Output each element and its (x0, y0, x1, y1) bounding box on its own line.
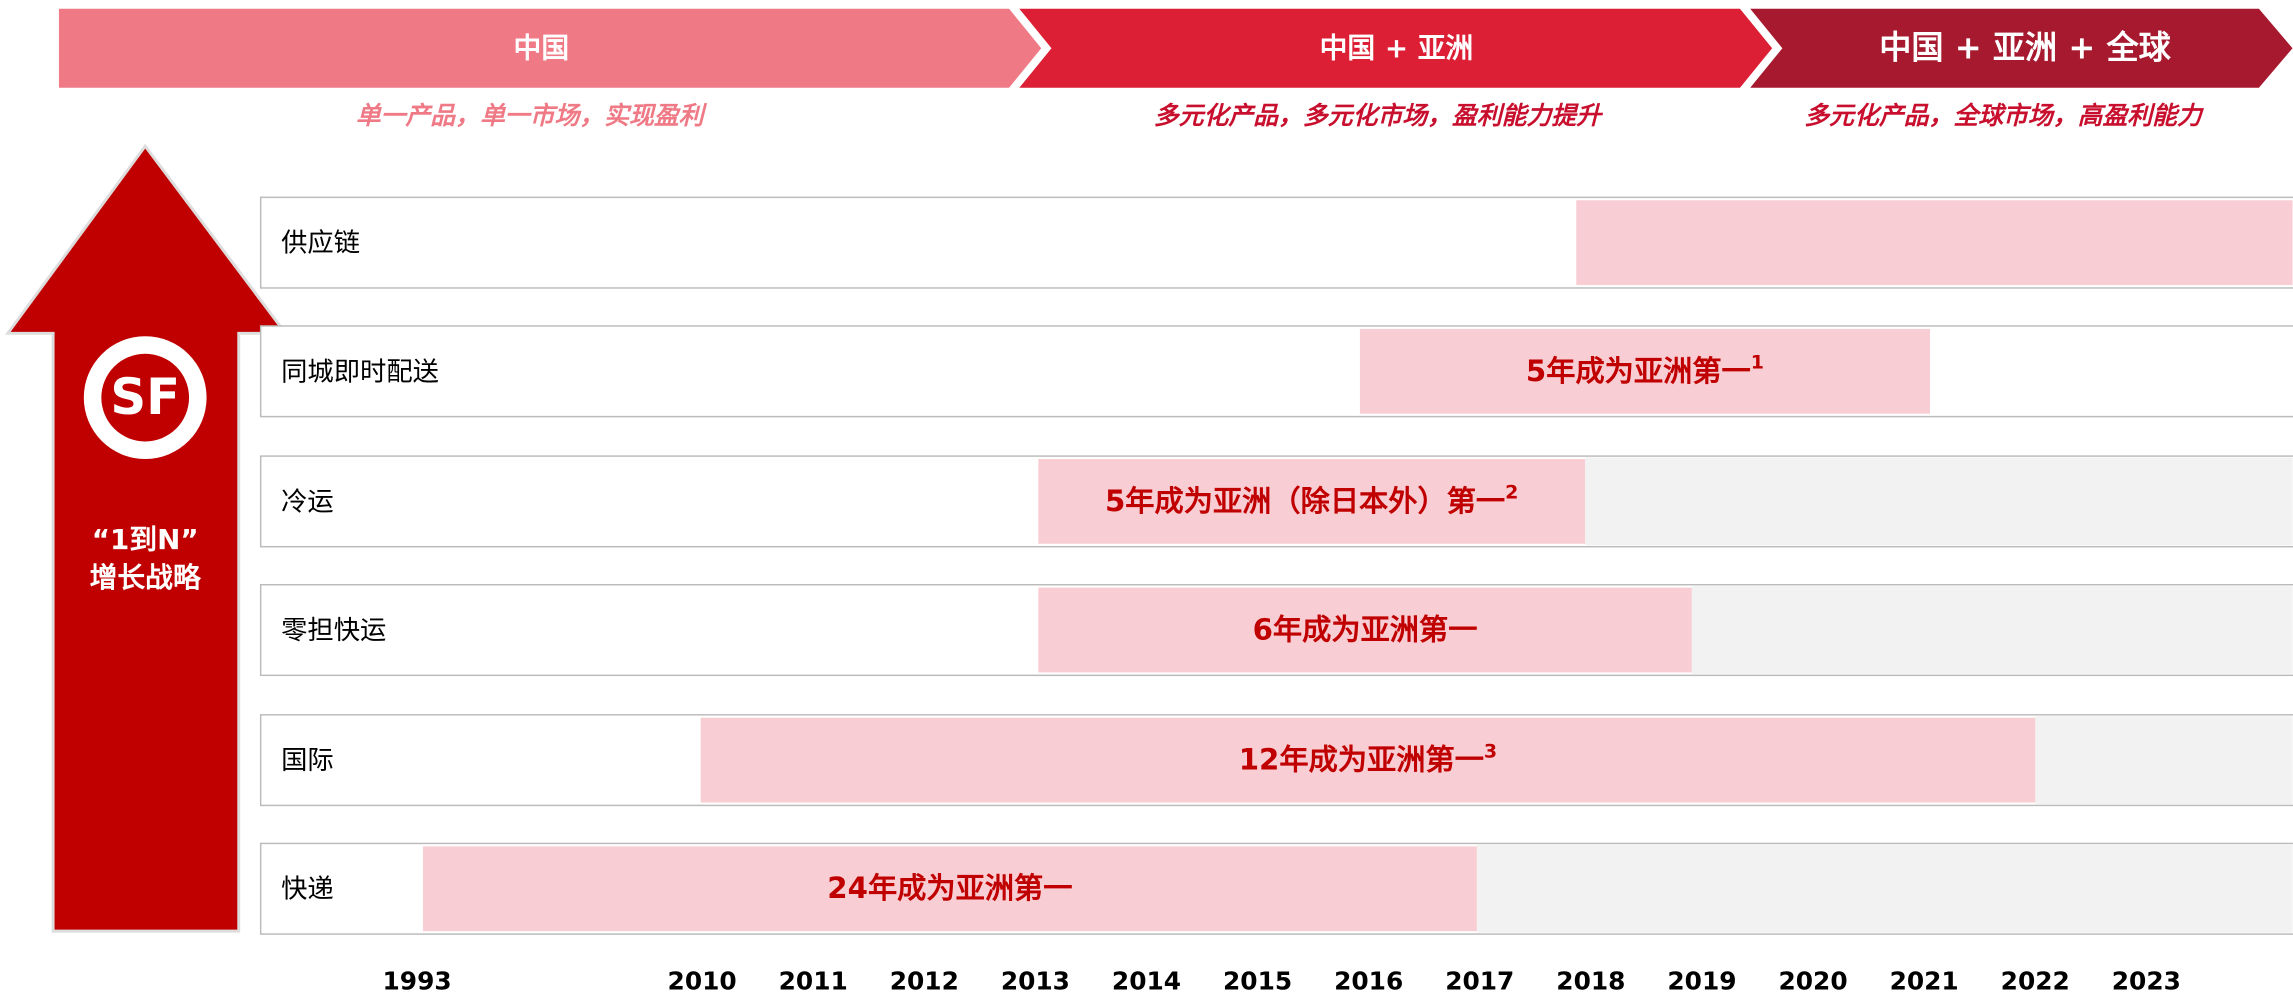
row-bar-label: 5年成为亚洲第一 (1526, 354, 1751, 388)
year-label: 2017 (1445, 966, 1514, 994)
footnote-ref: 2 (1505, 481, 1518, 503)
strategy-text: “1到N” (92, 523, 199, 556)
row-label: 冷运 (281, 487, 334, 517)
year-label: 2020 (1778, 966, 1847, 994)
row-label: 供应链 (281, 229, 360, 259)
row-box (259, 325, 2293, 418)
year-label: 2014 (1112, 966, 1181, 994)
row-bar-text: 6年成为亚洲第一 (1253, 612, 1478, 646)
year-label: 2012 (890, 966, 959, 994)
phase-title: 中国 + 亚洲 + 全球 (1879, 29, 2171, 67)
phase-band (1750, 8, 2293, 88)
year-label: 2011 (779, 966, 848, 994)
phase-subtitle: 多元化产品，全球市场，高盈利能力 (1804, 101, 2204, 130)
row-bar-text: 24年成为亚洲第一 (827, 871, 1072, 905)
row-bar (1359, 328, 1931, 414)
row-bar-label: 24年成为亚洲第一 (827, 871, 1072, 905)
strategy-text: 增长战略 (90, 561, 202, 594)
footnote-ref: 1 (1751, 351, 1764, 373)
phase-subtitle: 单一产品，单一市场，实现盈利 (356, 101, 708, 130)
row-bar (1038, 458, 1586, 544)
row-bar (1576, 200, 2293, 286)
year-label: 2022 (2001, 966, 2070, 994)
year-label: 2010 (668, 966, 737, 994)
row-tail (1691, 586, 2293, 674)
row-label: 零担快运 (281, 616, 386, 646)
row-bar-label: 12年成为亚洲第一 (1239, 743, 1484, 777)
year-label: 2021 (1890, 966, 1959, 994)
row-bar-text: 5年成为亚洲（除日本外）第一2 (1105, 481, 1518, 518)
row-bar-label: 6年成为亚洲第一 (1253, 612, 1478, 646)
row-label: 快递 (281, 875, 334, 905)
logo-text: SF (110, 368, 180, 426)
row-label: 国际 (281, 746, 334, 776)
footnote-ref: 3 (1484, 740, 1497, 762)
year-label: 2013 (1001, 966, 1070, 994)
row-bar-text: 12年成为亚洲第一3 (1239, 740, 1497, 777)
year-label: 2023 (2112, 966, 2181, 994)
row-bar-text: 5年成为亚洲第一1 (1526, 351, 1764, 388)
phase-title: 中国 + 亚洲 (1320, 32, 1474, 65)
row-bar (700, 717, 2036, 803)
row-label: 同城即时配送 (281, 357, 439, 387)
year-label: 2015 (1223, 966, 1292, 994)
logo (101, 353, 190, 442)
phase-band (1019, 8, 1773, 88)
row-bar (1038, 587, 1692, 673)
row-tail (2035, 716, 2293, 804)
phase-subtitle: 多元化产品，多元化市场，盈利能力提升 (1154, 101, 1603, 130)
phase-title: 中国 (514, 32, 570, 65)
year-label: 1993 (383, 966, 452, 994)
row-bar (422, 846, 1477, 932)
row-tail (1585, 457, 2293, 546)
year-label: 2016 (1334, 966, 1403, 994)
row-bar-label: 5年成为亚洲（除日本外）第一 (1105, 484, 1505, 518)
row-tail (1476, 844, 2293, 933)
year-label: 2018 (1556, 966, 1625, 994)
year-label: 2019 (1667, 966, 1736, 994)
phase-band (58, 8, 1042, 88)
